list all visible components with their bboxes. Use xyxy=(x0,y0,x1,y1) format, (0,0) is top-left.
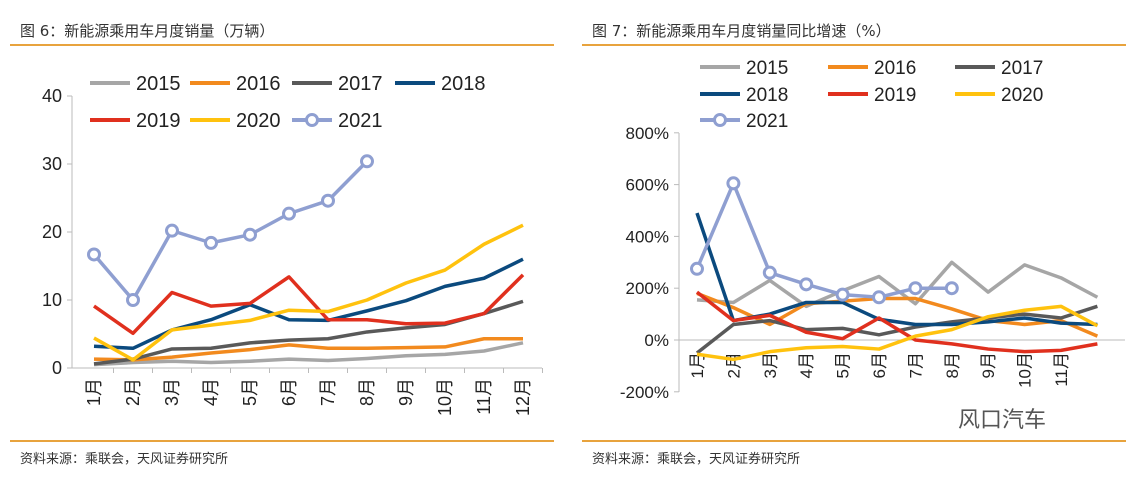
x-tick-label: 10月 xyxy=(1016,352,1035,388)
data-point-2021 xyxy=(835,287,850,302)
x-tick-label: 3月 xyxy=(761,352,780,378)
legend-label: 2018 xyxy=(441,73,486,95)
source-rule-left xyxy=(10,440,554,442)
legend-label: 2018 xyxy=(746,85,788,106)
y-tick-label: 0% xyxy=(644,331,669,350)
series-line-2020 xyxy=(93,223,524,362)
chart-title-right: 图 7：新能源乘用车月度销量同比增速（%） xyxy=(592,22,891,40)
series-line-2019 xyxy=(92,273,525,336)
legend-label: 2020 xyxy=(1001,85,1043,106)
x-tick-label: 6月 xyxy=(279,378,299,406)
data-point-2021 xyxy=(165,223,179,238)
legend-label: 2015 xyxy=(136,73,181,95)
watermark: 风口汽车 xyxy=(958,408,1047,433)
legend-label: 2021 xyxy=(338,110,383,132)
legend-label: 2017 xyxy=(1001,58,1043,79)
data-point-2021 xyxy=(690,261,704,276)
series-line-2016 xyxy=(93,337,523,362)
x-tick-label: 2月 xyxy=(724,352,743,378)
legend-label: 2016 xyxy=(236,73,281,95)
legend-label: 2017 xyxy=(338,73,383,95)
legend-label: 2015 xyxy=(746,58,788,79)
y-tick-label: 0 xyxy=(52,358,62,378)
x-tick-label: 5月 xyxy=(240,378,260,406)
x-tick-label: 5月 xyxy=(834,352,853,378)
data-point-2021 xyxy=(872,290,886,305)
series-line-2015 xyxy=(696,260,1099,309)
series-line-2021 xyxy=(92,160,369,302)
y-tick-label: 400% xyxy=(626,227,669,246)
y-tick-label: 20 xyxy=(42,222,62,242)
x-tick-label: 8月 xyxy=(943,352,962,378)
legend-label: 2021 xyxy=(746,111,788,132)
series-line-2021 xyxy=(695,181,952,300)
x-tick-label: 12月 xyxy=(513,378,533,416)
y-tick-label: 200% xyxy=(626,279,669,298)
x-tick-label: 8月 xyxy=(357,378,377,406)
y-tick-label: 40 xyxy=(42,86,62,106)
source-rule-right xyxy=(582,440,1126,442)
x-tick-label: 11月 xyxy=(1052,352,1071,387)
legend-label: 2020 xyxy=(236,110,281,132)
x-tick-label: 9月 xyxy=(396,378,416,406)
series-line-2015 xyxy=(93,341,524,367)
data-point-2021 xyxy=(360,154,374,169)
x-tick-label: 6月 xyxy=(870,352,889,378)
legend-label: 2019 xyxy=(874,85,916,106)
data-point-2021 xyxy=(726,176,741,191)
data-point-2021 xyxy=(204,235,218,250)
legend-label: 2019 xyxy=(136,110,181,132)
title-rule-right xyxy=(582,44,1126,46)
data-point-2021 xyxy=(799,277,814,292)
x-tick-label: 9月 xyxy=(979,352,998,378)
source-left: 资料来源：乘联会，天风证券研究所 xyxy=(20,452,229,467)
data-point-2021 xyxy=(126,293,140,307)
y-tick-label: 10 xyxy=(42,290,62,310)
y-tick-label: 800% xyxy=(626,124,669,143)
legend-marker-2021 xyxy=(305,113,319,127)
legend-marker-2021 xyxy=(713,113,727,127)
data-point-2021 xyxy=(321,193,335,208)
series-line-2020 xyxy=(696,304,1099,362)
data-point-2021 xyxy=(762,265,777,280)
data-point-2021 xyxy=(243,227,257,242)
x-tick-label: 4月 xyxy=(797,352,816,378)
y-tick-label: 30 xyxy=(42,154,62,174)
data-point-2021 xyxy=(282,206,296,221)
chart-title-left: 图 6：新能源乘用车月度销量（万辆） xyxy=(20,22,275,40)
x-tick-label: 3月 xyxy=(162,378,182,406)
x-tick-label: 2月 xyxy=(123,378,143,406)
y-tick-label: -200% xyxy=(620,383,669,402)
x-tick-label: 1月 xyxy=(84,378,104,406)
x-tick-label: 1月 xyxy=(688,352,707,378)
series-line-2019 xyxy=(695,290,1098,354)
data-point-2021 xyxy=(908,281,923,296)
x-tick-label: 10月 xyxy=(435,378,455,416)
series-line-2018 xyxy=(93,257,524,351)
source-right: 资料来源：乘联会，天风证券研究所 xyxy=(592,452,801,467)
data-point-2021 xyxy=(87,247,101,262)
x-tick-label: 7月 xyxy=(906,352,925,378)
legend-label: 2016 xyxy=(874,58,916,79)
x-tick-label: 4月 xyxy=(201,378,221,406)
title-rule-left xyxy=(10,44,554,46)
x-tick-label: 7月 xyxy=(318,378,338,406)
data-point-2021 xyxy=(944,281,959,296)
y-tick-label: 600% xyxy=(626,176,669,195)
x-tick-label: 11月 xyxy=(474,378,494,415)
